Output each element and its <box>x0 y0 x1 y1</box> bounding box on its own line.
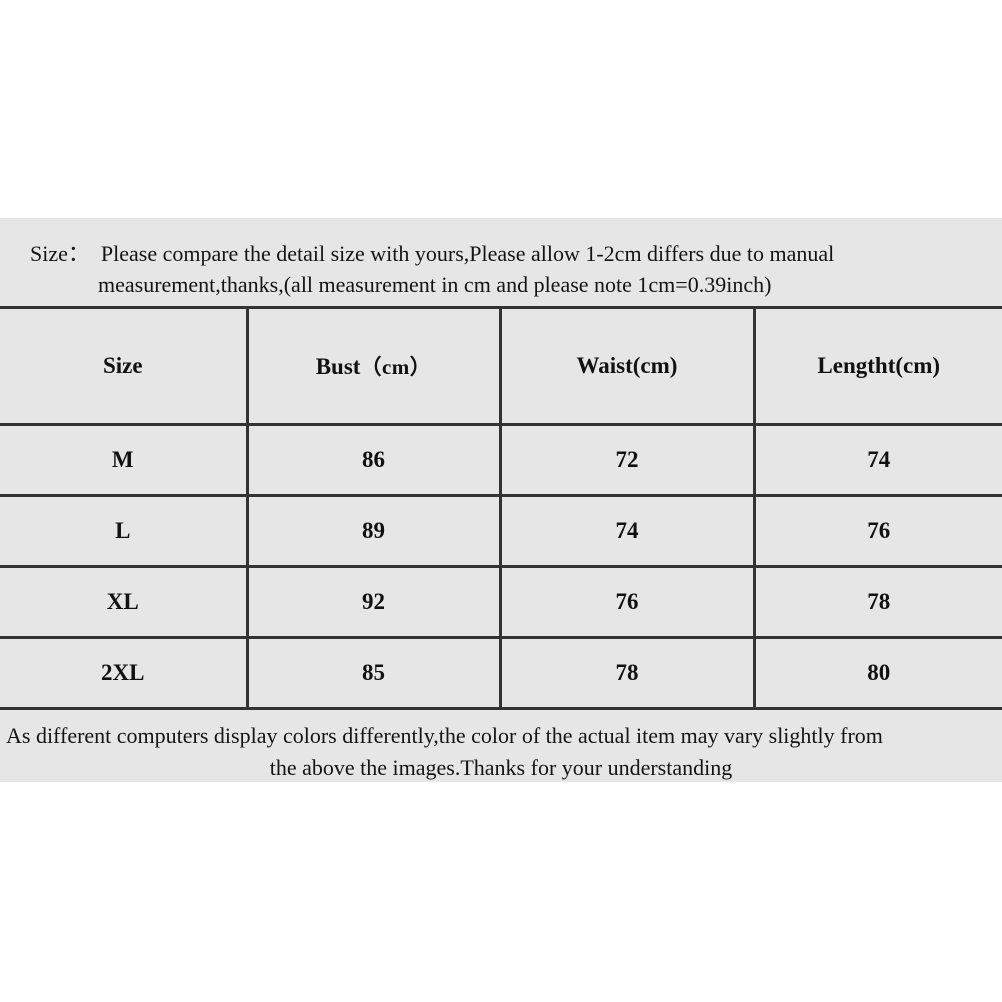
cell-size: XL <box>0 565 249 640</box>
cell-length: 74 <box>754 423 1002 498</box>
cell-size: M <box>0 423 249 498</box>
footer-line-1: As different computers display colors di… <box>6 723 883 749</box>
cell-waist: 74 <box>500 494 756 569</box>
table-row: XL 92 76 78 <box>0 565 1002 640</box>
column-header-size: Size <box>0 306 249 427</box>
cell-waist: 76 <box>500 565 756 640</box>
cell-length: 78 <box>754 565 1002 640</box>
table-row: 2XL 85 78 80 <box>0 636 1002 711</box>
cell-waist: 78 <box>500 636 756 711</box>
column-header-waist: Waist(cm) <box>500 306 756 427</box>
cell-bust: 92 <box>247 565 502 640</box>
cell-bust: 86 <box>247 423 502 498</box>
intro-line-1: Size： Please compare the detail size wit… <box>30 238 972 269</box>
cell-bust: 85 <box>247 636 502 711</box>
intro-note: Size： Please compare the detail size wit… <box>0 218 1002 306</box>
footer-line-2: the above the images.Thanks for your und… <box>269 755 733 781</box>
intro-line-1-text: Please compare the detail size with your… <box>100 241 835 266</box>
intro-line-2: measurement,thanks,(all measurement in c… <box>98 272 772 298</box>
column-header-bust: Bust（cm） <box>247 306 502 427</box>
cell-waist: 72 <box>500 423 756 498</box>
intro-label: Size： <box>30 241 90 266</box>
table-header: Size Bust（cm） Waist(cm) Lengtht(cm) <box>0 306 1002 427</box>
column-header-bust-text: Bust <box>315 354 361 380</box>
cell-size: 2XL <box>0 636 249 711</box>
table-row: L 89 74 76 <box>0 494 1002 569</box>
column-header-bust-unit: （cm） <box>360 355 432 380</box>
cell-size: L <box>0 494 249 569</box>
size-chart-panel: Size： Please compare the detail size wit… <box>0 218 1002 782</box>
table-header-row: Size Bust（cm） Waist(cm) Lengtht(cm) <box>0 306 1002 427</box>
cell-length: 80 <box>754 636 1002 711</box>
color-disclaimer-note: As different computers display colors di… <box>0 710 1002 784</box>
cell-bust: 89 <box>247 494 502 569</box>
table-row: M 86 72 74 <box>0 423 1002 498</box>
cell-length: 76 <box>754 494 1002 569</box>
size-measurements-table: Size Bust（cm） Waist(cm) Lengtht(cm) M 86… <box>0 306 1002 711</box>
column-header-length: Lengtht(cm) <box>754 306 1002 427</box>
table-body: M 86 72 74 L 89 74 76 XL 92 76 78 2XL 85… <box>0 423 1002 711</box>
